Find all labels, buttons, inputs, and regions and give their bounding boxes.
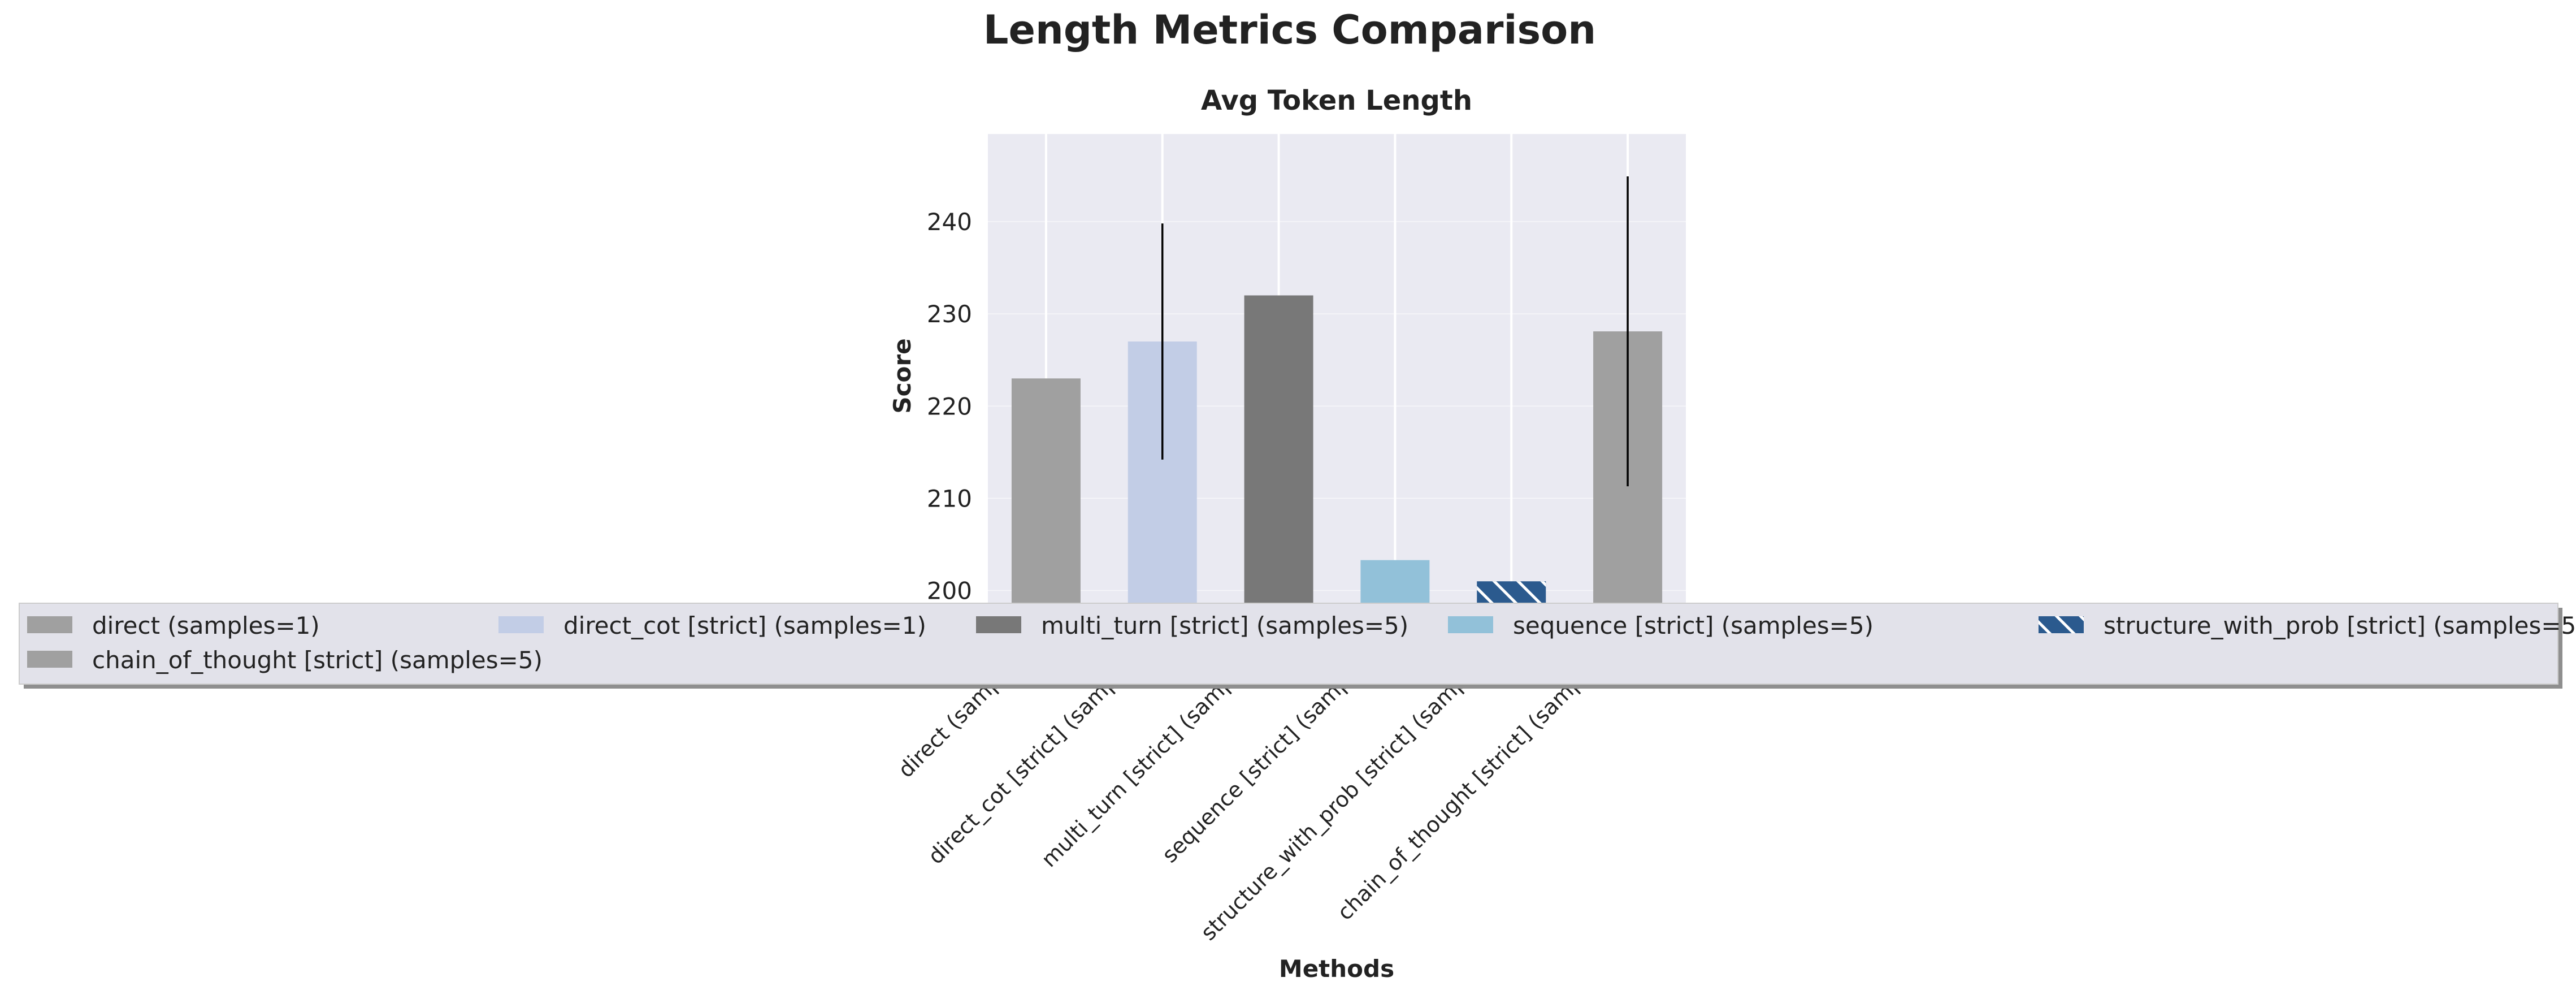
legend-label: direct (samples=1) xyxy=(92,612,320,639)
legend-swatch xyxy=(27,616,72,633)
x-axis-label: Methods xyxy=(1279,955,1394,983)
legend: direct (samples=1) direct_cot [strict] (s… xyxy=(19,603,2576,689)
legend-label: sequence [strict] (samples=5) xyxy=(1513,612,1874,639)
bar xyxy=(1244,295,1313,604)
y-tick-label: 210 xyxy=(927,485,972,512)
legend-label: structure_with_prob [strict] (samples=5) xyxy=(2104,612,2576,639)
chart-title: Avg Token Length xyxy=(1201,85,1472,116)
y-tick-label: 240 xyxy=(927,208,972,236)
legend-swatch xyxy=(976,616,1021,633)
legend-swatch xyxy=(1448,616,1493,633)
bar xyxy=(1011,378,1081,604)
legend-label: multi_turn [strict] (samples=5) xyxy=(1041,612,1408,639)
legend-label: chain_of_thought [strict] (samples=5) xyxy=(92,646,543,674)
y-tick-label: 200 xyxy=(927,577,972,605)
y-axis-ticks: 200 210 220 230 240 xyxy=(927,208,972,605)
bar xyxy=(1360,560,1430,604)
plot-area xyxy=(988,134,1686,604)
legend-swatch xyxy=(27,651,72,668)
legend-label: direct_cot [strict] (samples=1) xyxy=(563,612,926,639)
legend-box xyxy=(19,603,2558,685)
y-tick-label: 230 xyxy=(927,300,972,328)
y-tick-label: 220 xyxy=(927,392,972,420)
error-bars xyxy=(1161,176,1629,487)
bar-hatch xyxy=(1477,581,1546,604)
y-axis-label: Score xyxy=(888,338,916,413)
legend-swatch-hatch xyxy=(2039,616,2084,633)
legend-swatch xyxy=(498,616,544,633)
figure-title: Length Metrics Comparison xyxy=(983,7,1596,53)
